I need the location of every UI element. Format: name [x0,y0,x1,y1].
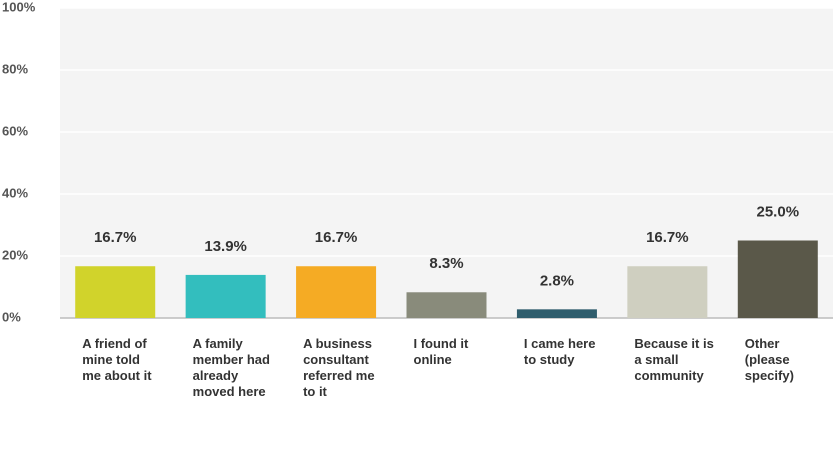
value-label: 8.3% [429,255,463,272]
bar [516,309,597,318]
value-label: 16.7% [94,229,137,246]
x-tick-label: A family member had already moved here [192,336,270,399]
y-tick-label: 0% [2,309,21,324]
x-tick-label: A friend of mine told me about it [82,336,152,383]
x-tick-label: I came here to study [523,336,596,367]
bar [75,266,156,318]
bar [296,266,377,318]
value-label: 13.9% [204,238,247,255]
bar [185,274,266,318]
value-label: 2.8% [540,272,574,289]
y-tick-label: 40% [2,185,28,200]
x-tick-label: Because it is a small community [634,336,714,383]
bar [627,266,708,318]
x-tick-label: A business consultant referred me to it [303,336,375,399]
x-tick-label: I found it online [413,336,469,367]
value-label: 25.0% [757,203,800,220]
y-tick-label: 100% [2,0,36,14]
bar [737,240,818,318]
y-tick-label: 20% [2,247,28,262]
x-tick-label: Other (please specify) [744,336,794,383]
value-label: 16.7% [646,229,689,246]
value-label: 16.7% [315,229,358,246]
y-tick-label: 80% [2,61,28,76]
bar [406,292,487,318]
y-tick-label: 60% [2,123,28,138]
